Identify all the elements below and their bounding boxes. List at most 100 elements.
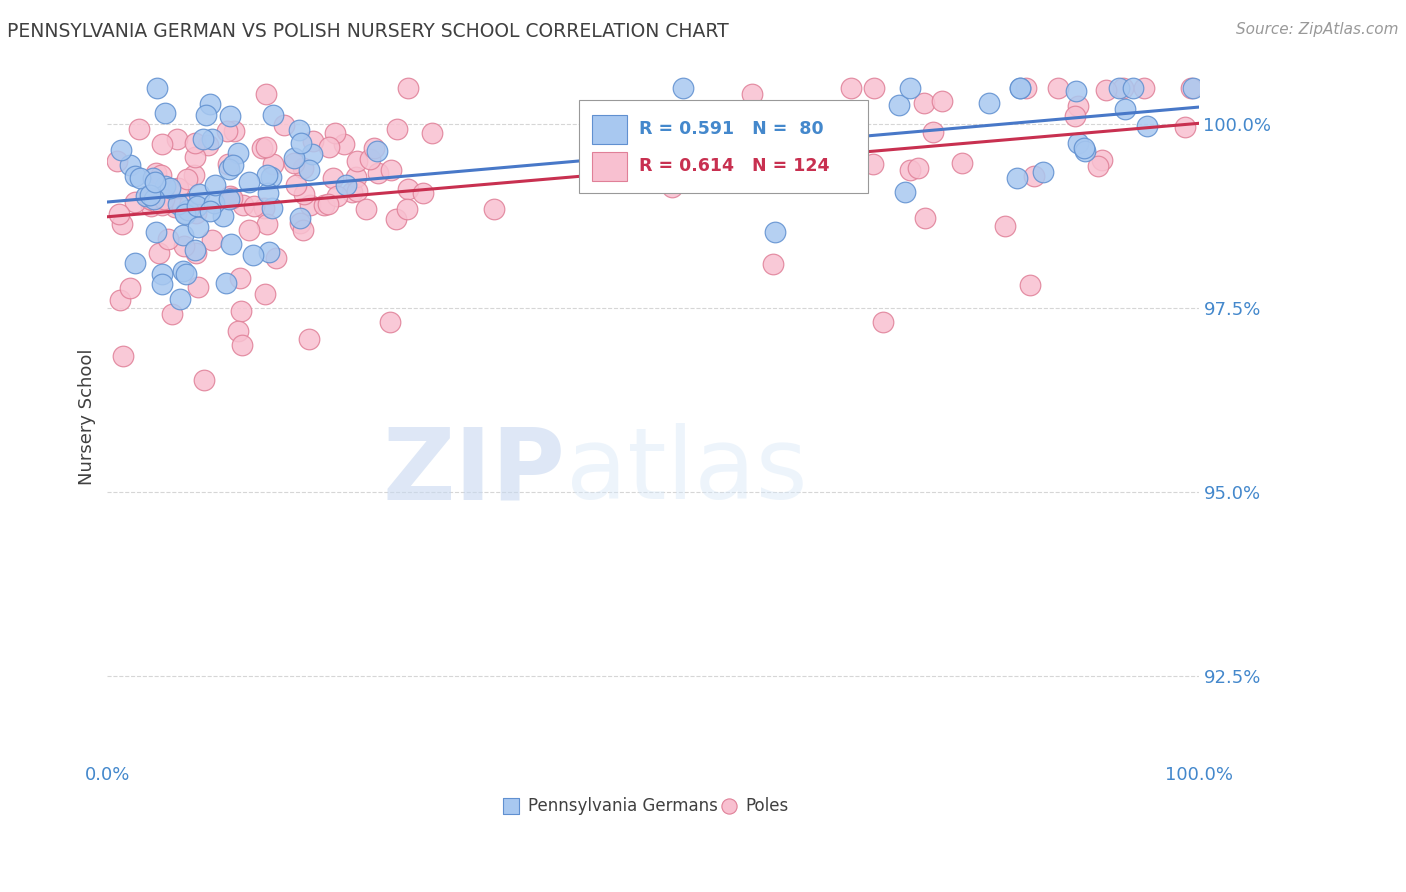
- Point: [184, 136, 207, 150]
- Point: [288, 122, 311, 136]
- Point: [257, 186, 280, 200]
- Point: [260, 201, 283, 215]
- Point: [215, 276, 238, 290]
- Text: Pennsylvania Germans: Pennsylvania Germans: [527, 797, 717, 814]
- Point: [1008, 80, 1031, 95]
- Point: [484, 202, 506, 216]
- Point: [741, 87, 763, 101]
- Point: [314, 198, 336, 212]
- Point: [714, 149, 737, 163]
- Point: [1108, 80, 1130, 95]
- Point: [354, 202, 377, 216]
- Point: [219, 237, 242, 252]
- Point: [238, 223, 260, 237]
- Point: [141, 193, 163, 207]
- Point: [145, 166, 167, 180]
- Point: [201, 233, 224, 247]
- Point: [1135, 119, 1157, 133]
- Point: [396, 202, 419, 216]
- Text: ZIP: ZIP: [382, 424, 565, 521]
- Point: [218, 192, 240, 206]
- Point: [193, 373, 215, 387]
- Point: [862, 157, 884, 171]
- Point: [1087, 159, 1109, 173]
- Point: [994, 219, 1017, 234]
- Point: [222, 158, 245, 172]
- Point: [124, 256, 146, 270]
- Point: [231, 338, 253, 352]
- Point: [1005, 171, 1028, 186]
- Point: [139, 188, 162, 202]
- Point: [921, 125, 943, 139]
- Point: [301, 146, 323, 161]
- Text: PENNSYLVANIA GERMAN VS POLISH NURSERY SCHOOL CORRELATION CHART: PENNSYLVANIA GERMAN VS POLISH NURSERY SC…: [7, 22, 728, 41]
- Point: [298, 163, 321, 178]
- Point: [243, 199, 266, 213]
- Point: [398, 182, 420, 196]
- Point: [150, 137, 173, 152]
- Point: [174, 267, 197, 281]
- Point: [217, 157, 239, 171]
- Point: [184, 243, 207, 257]
- Point: [872, 315, 894, 329]
- Point: [898, 162, 921, 177]
- Point: [325, 126, 347, 140]
- Point: [112, 349, 135, 363]
- Point: [184, 150, 207, 164]
- Point: [803, 127, 825, 141]
- Point: [1174, 120, 1197, 134]
- Point: [150, 198, 173, 212]
- Point: [894, 185, 917, 199]
- Text: Source: ZipAtlas.com: Source: ZipAtlas.com: [1236, 22, 1399, 37]
- Point: [292, 187, 315, 202]
- Point: [950, 156, 973, 170]
- Point: [238, 175, 260, 189]
- Point: [291, 223, 314, 237]
- Point: [363, 141, 385, 155]
- Text: R = 0.614   N = 124: R = 0.614 N = 124: [638, 157, 830, 175]
- Point: [914, 211, 936, 225]
- Point: [396, 80, 419, 95]
- Point: [218, 162, 240, 177]
- Point: [250, 141, 273, 155]
- Point: [156, 232, 179, 246]
- Point: [222, 124, 245, 138]
- Point: [212, 209, 235, 223]
- Point: [671, 80, 693, 95]
- Point: [177, 202, 200, 217]
- Point: [254, 87, 277, 101]
- Point: [135, 189, 157, 203]
- Point: [344, 169, 367, 184]
- Point: [166, 132, 188, 146]
- Point: [150, 267, 173, 281]
- Point: [839, 112, 862, 127]
- Point: [366, 144, 388, 158]
- Point: [335, 178, 357, 193]
- Point: [283, 155, 305, 169]
- Point: [138, 192, 160, 206]
- Point: [839, 80, 862, 95]
- Point: [1073, 141, 1095, 155]
- Point: [129, 170, 152, 185]
- Point: [299, 198, 322, 212]
- Point: [326, 188, 349, 202]
- Point: [107, 207, 129, 221]
- Point: [228, 324, 250, 338]
- Point: [763, 225, 786, 239]
- Point: [201, 132, 224, 146]
- Point: [332, 136, 354, 151]
- Point: [143, 193, 166, 207]
- FancyBboxPatch shape: [579, 101, 868, 194]
- Point: [183, 169, 205, 183]
- Point: [174, 206, 197, 220]
- Point: [931, 94, 953, 108]
- Point: [254, 286, 277, 301]
- Point: [167, 181, 190, 195]
- Point: [229, 270, 252, 285]
- Point: [290, 211, 312, 225]
- Point: [264, 251, 287, 265]
- Point: [257, 245, 280, 260]
- Point: [1032, 165, 1054, 179]
- Point: [830, 128, 852, 142]
- Point: [186, 199, 208, 213]
